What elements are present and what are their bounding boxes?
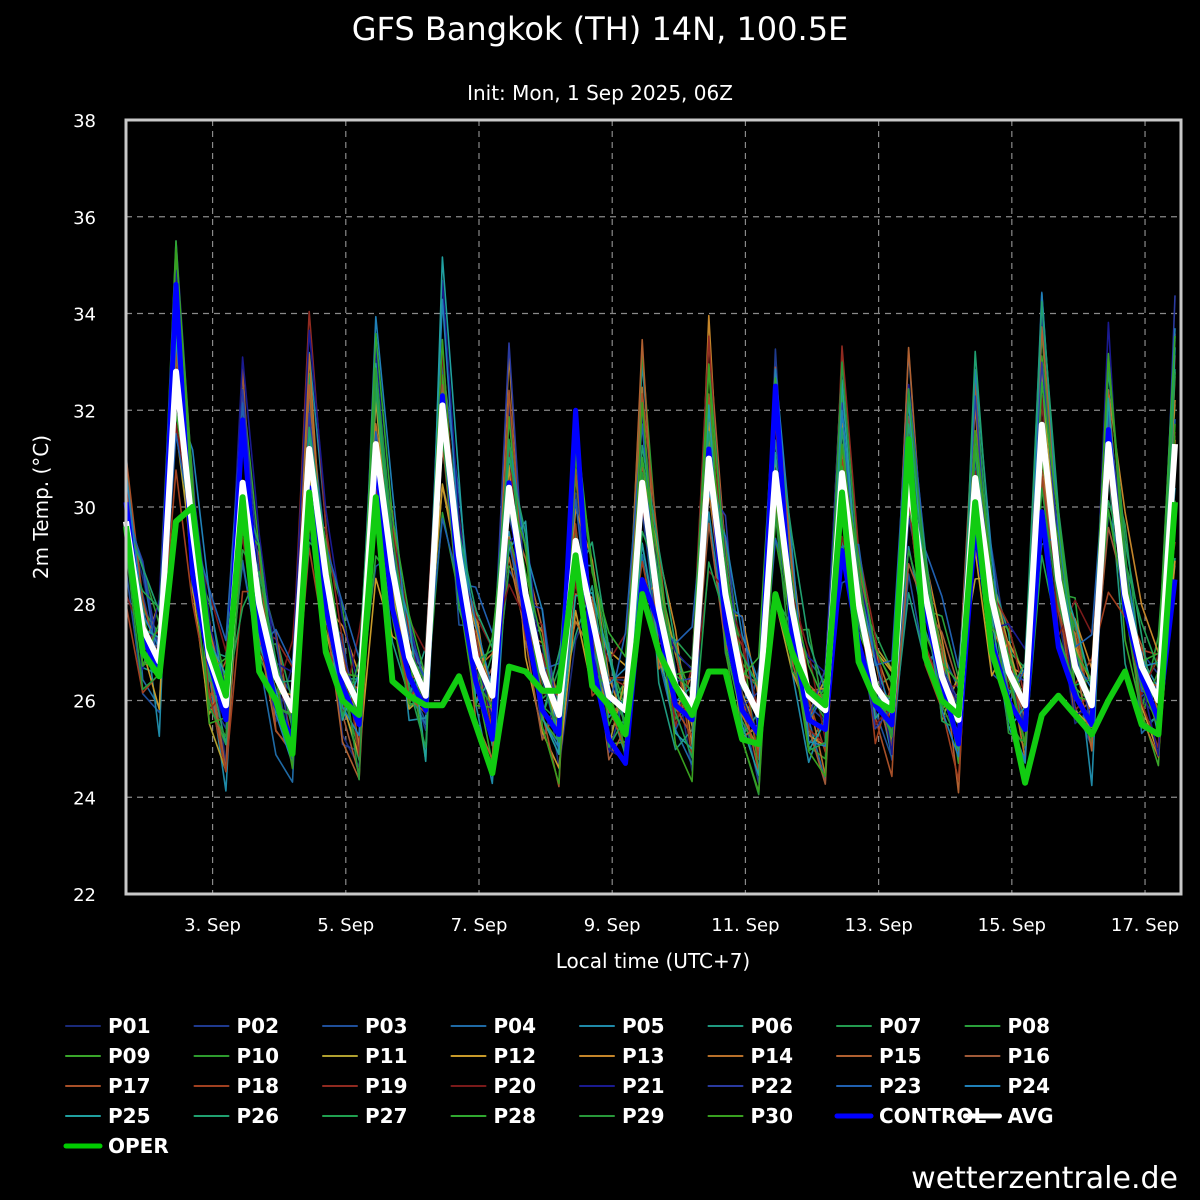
legend-label: P02 <box>237 1014 280 1038</box>
legend-label: P16 <box>1008 1044 1051 1068</box>
legend-label: P23 <box>879 1074 922 1098</box>
y-axis-ticks: 22 24 26 28 30 32 34 36 38 <box>73 111 96 906</box>
legend-label: P28 <box>494 1104 537 1128</box>
highlighted-series-lines <box>123 282 1178 786</box>
y-tick-label: 22 <box>73 885 96 906</box>
y-tick-label: 26 <box>73 692 96 713</box>
x-tick-label: 15. Sep <box>978 915 1046 936</box>
x-axis-label: Local time (UTC+7) <box>556 949 750 973</box>
legend-label: P12 <box>494 1044 537 1068</box>
legend-label: P01 <box>108 1014 151 1038</box>
legend-label: P11 <box>365 1044 408 1068</box>
legend-label: P15 <box>879 1044 922 1068</box>
y-tick-label: 30 <box>73 498 96 519</box>
legend-label: P14 <box>751 1044 794 1068</box>
legend-label: P17 <box>108 1074 151 1098</box>
legend-label: P05 <box>622 1014 665 1038</box>
legend-label: P08 <box>1008 1014 1051 1038</box>
legend-label: P10 <box>237 1044 280 1068</box>
legend-label: P25 <box>108 1104 151 1128</box>
legend-label: P07 <box>879 1014 922 1038</box>
legend-label: P03 <box>365 1014 408 1038</box>
x-tick-label: 7. Sep <box>451 915 508 936</box>
legend-label: P29 <box>622 1104 665 1128</box>
x-tick-label: 13. Sep <box>844 915 912 936</box>
legend-label: P21 <box>622 1074 665 1098</box>
legend-label: P22 <box>751 1074 794 1098</box>
y-tick-label: 34 <box>73 305 96 326</box>
x-tick-label: 9. Sep <box>584 915 641 936</box>
x-tick-label: 3. Sep <box>184 915 241 936</box>
y-tick-label: 32 <box>73 401 96 422</box>
legend-label: P09 <box>108 1044 151 1068</box>
y-tick-label: 24 <box>73 788 96 809</box>
y-axis-label: 2m Temp. (°C) <box>29 435 53 579</box>
x-tick-label: 5. Sep <box>317 915 374 936</box>
x-axis-ticks: 3. Sep 5. Sep 7. Sep 9. Sep 11. Sep 13. Sep 15… <box>184 915 1179 936</box>
legend-label: P30 <box>751 1104 794 1128</box>
chart-subtitle: Init: Mon, 1 Sep 2025, 06Z <box>467 81 733 105</box>
legend-label: P24 <box>1008 1074 1051 1098</box>
y-tick-label: 36 <box>73 208 96 229</box>
grid-lines <box>126 120 1181 894</box>
legend: P01 P02 P03 P04 P05 P06 P07 P08 P09 P10 P11 P12 P13 P… <box>63 1014 1054 1158</box>
x-tick-label: 11. Sep <box>711 915 779 936</box>
x-tick-label: 17. Sep <box>1111 915 1179 936</box>
legend-label: P20 <box>494 1074 537 1098</box>
y-tick-label: 28 <box>73 595 96 616</box>
legend-label: P13 <box>622 1044 665 1068</box>
plot-frame <box>124 118 1183 896</box>
series-line-oper <box>123 436 1178 786</box>
legend-label: P04 <box>494 1014 537 1038</box>
legend-label: AVG <box>1008 1104 1054 1128</box>
y-tick-label: 38 <box>73 111 96 132</box>
legend-label: P18 <box>237 1074 280 1098</box>
legend-label: P06 <box>751 1014 794 1038</box>
legend-label: P19 <box>365 1074 408 1098</box>
legend-label: P27 <box>365 1104 408 1128</box>
chart-title: GFS Bangkok (TH) 14N, 100.5E <box>352 10 849 48</box>
legend-label: OPER <box>108 1134 169 1158</box>
legend-label: P26 <box>237 1104 280 1128</box>
watermark: wetterzentrale.de <box>911 1161 1178 1196</box>
